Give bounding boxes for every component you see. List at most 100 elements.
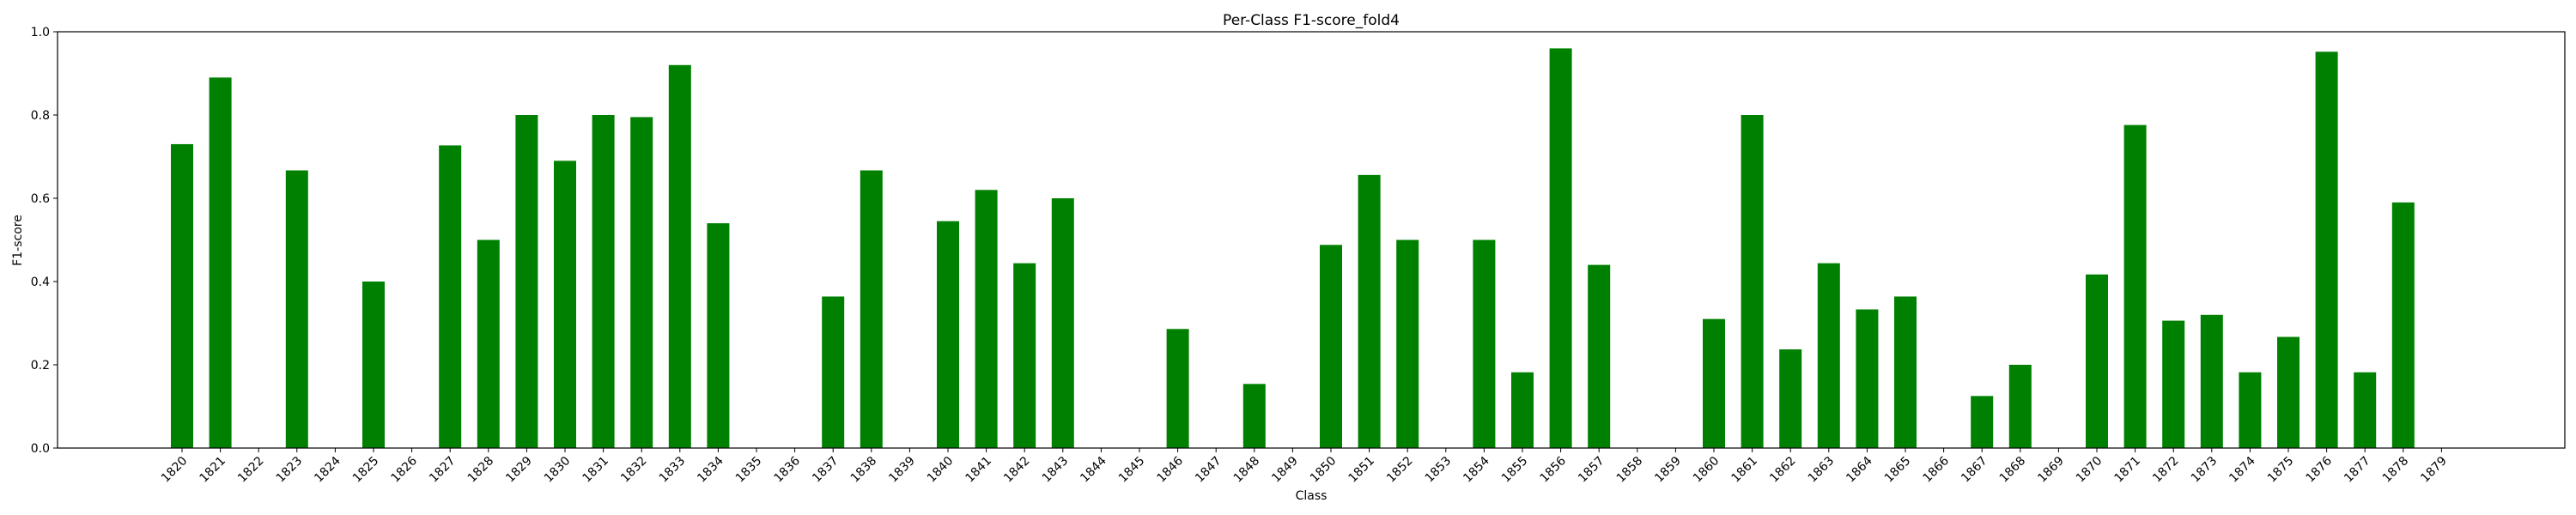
y-tick-label: 0.8 xyxy=(31,109,50,123)
x-tick-label: 1824 xyxy=(312,454,343,486)
x-tick-label: 1849 xyxy=(1269,454,1301,486)
bar-1861 xyxy=(1741,115,1764,448)
x-tick-label: 1868 xyxy=(1997,454,2029,486)
x-tick-label: 1823 xyxy=(274,454,306,486)
bar-1867 xyxy=(1971,396,1994,448)
x-tick-label: 1856 xyxy=(1538,454,1570,486)
y-tick-label: 1.0 xyxy=(31,26,50,39)
bar-1855 xyxy=(1511,372,1534,448)
x-tick-label: 1848 xyxy=(1231,454,1263,486)
x-tick-label: 1865 xyxy=(1882,454,1914,486)
bar-1840 xyxy=(937,221,959,448)
bar-1876 xyxy=(2315,52,2338,448)
x-tick-label: 1853 xyxy=(1423,454,1455,486)
x-tick-label: 1821 xyxy=(197,454,229,486)
y-tick-label: 0.6 xyxy=(31,192,50,206)
bar-1873 xyxy=(2200,314,2223,448)
x-tick-label: 1843 xyxy=(1040,454,1072,486)
bar-1863 xyxy=(1817,263,1840,448)
x-tick-label: 1864 xyxy=(1844,454,1875,486)
x-tick-label: 1858 xyxy=(1614,454,1646,486)
x-tick-label: 1876 xyxy=(2304,454,2336,486)
bar-1823 xyxy=(285,170,308,448)
x-tick-label: 1875 xyxy=(2265,454,2297,486)
x-tick-label: 1854 xyxy=(1461,454,1492,486)
bar-1831 xyxy=(592,115,615,448)
x-tick-label: 1833 xyxy=(657,454,689,486)
x-tick-label: 1828 xyxy=(465,454,497,486)
bar-1834 xyxy=(707,223,730,448)
x-tick-label: 1851 xyxy=(1346,454,1378,486)
x-tick-label: 1861 xyxy=(1729,454,1761,486)
x-tick-label: 1834 xyxy=(695,454,726,486)
x-tick-label: 1852 xyxy=(1384,454,1416,486)
x-tick-label: 1827 xyxy=(427,454,459,486)
x-tick-label: 1837 xyxy=(810,454,841,486)
x-tick-label: 1831 xyxy=(580,454,612,486)
bar-1851 xyxy=(1358,174,1381,448)
bar-1875 xyxy=(2277,336,2300,448)
bar-1862 xyxy=(1779,349,1802,448)
x-tick-label: 1863 xyxy=(1806,454,1838,486)
x-tick-label: 1871 xyxy=(2112,454,2144,486)
x-tick-label: 1829 xyxy=(503,454,535,486)
bar-1865 xyxy=(1894,296,1917,448)
x-tick-label: 1825 xyxy=(350,454,382,486)
bar-1828 xyxy=(477,239,500,448)
bar-1829 xyxy=(515,115,538,448)
bar-1838 xyxy=(860,170,883,448)
bar-1843 xyxy=(1051,198,1074,448)
x-tick-label: 1873 xyxy=(2189,454,2221,486)
bar-1860 xyxy=(1703,318,1725,448)
bar-1877 xyxy=(2354,372,2377,448)
x-tick-label: 1820 xyxy=(159,454,191,486)
y-tick-label: 0.2 xyxy=(31,359,50,373)
x-tick-label: 1866 xyxy=(1921,454,1953,486)
x-tick-label: 1877 xyxy=(2342,454,2373,486)
x-tick-label: 1867 xyxy=(1959,454,1990,486)
y-axis-ticks: 0.0 0.2 0.4 0.6 0.8 1.0 xyxy=(31,26,58,456)
bar-1864 xyxy=(1856,309,1879,448)
bar-1832 xyxy=(630,117,653,449)
x-tick-label: 1840 xyxy=(925,454,957,486)
x-tick-label: 1845 xyxy=(1116,454,1148,486)
x-tick-label: 1847 xyxy=(1193,454,1224,486)
x-tick-label: 1835 xyxy=(733,454,765,486)
bar-1878 xyxy=(2391,202,2415,448)
x-tick-label: 1870 xyxy=(2074,454,2105,486)
bar-1871 xyxy=(2123,124,2147,448)
chart-title: Per-Class F1-score_fold4 xyxy=(1223,12,1400,29)
bar-1821 xyxy=(209,77,232,448)
x-tick-label: 1838 xyxy=(848,454,880,486)
bar-1874 xyxy=(2239,372,2262,448)
x-tick-label: 1841 xyxy=(963,454,995,486)
x-tick-label: 1836 xyxy=(772,454,804,486)
x-tick-label: 1879 xyxy=(2418,454,2450,486)
bar-1852 xyxy=(1396,239,1419,448)
bar-1833 xyxy=(668,64,691,449)
x-tick-label: 1826 xyxy=(389,454,421,486)
x-tick-label: 1846 xyxy=(1155,454,1187,486)
x-tick-label: 1859 xyxy=(1652,454,1684,486)
x-tick-label: 1832 xyxy=(618,454,650,486)
y-tick-label: 0.0 xyxy=(31,442,50,456)
x-tick-label: 1855 xyxy=(1499,454,1531,486)
y-axis-label: F1-score xyxy=(11,215,25,266)
x-tick-label: 1844 xyxy=(1078,454,1109,486)
bar-1850 xyxy=(1320,245,1342,448)
bar-1856 xyxy=(1549,48,1572,449)
x-tick-label: 1822 xyxy=(235,454,267,486)
bar-1872 xyxy=(2162,320,2185,448)
bar-1830 xyxy=(554,161,576,448)
bar-1842 xyxy=(1013,263,1036,448)
bar-1848 xyxy=(1242,384,1266,448)
bar-1868 xyxy=(2008,365,2032,448)
bars-group xyxy=(171,48,2415,449)
bar-1827 xyxy=(439,145,462,448)
x-tick-label: 1860 xyxy=(1691,454,1722,486)
x-tick-label: 1872 xyxy=(2150,454,2182,486)
bar-1870 xyxy=(2086,274,2108,448)
bar-1841 xyxy=(975,190,998,449)
plot-frame xyxy=(57,31,2566,449)
